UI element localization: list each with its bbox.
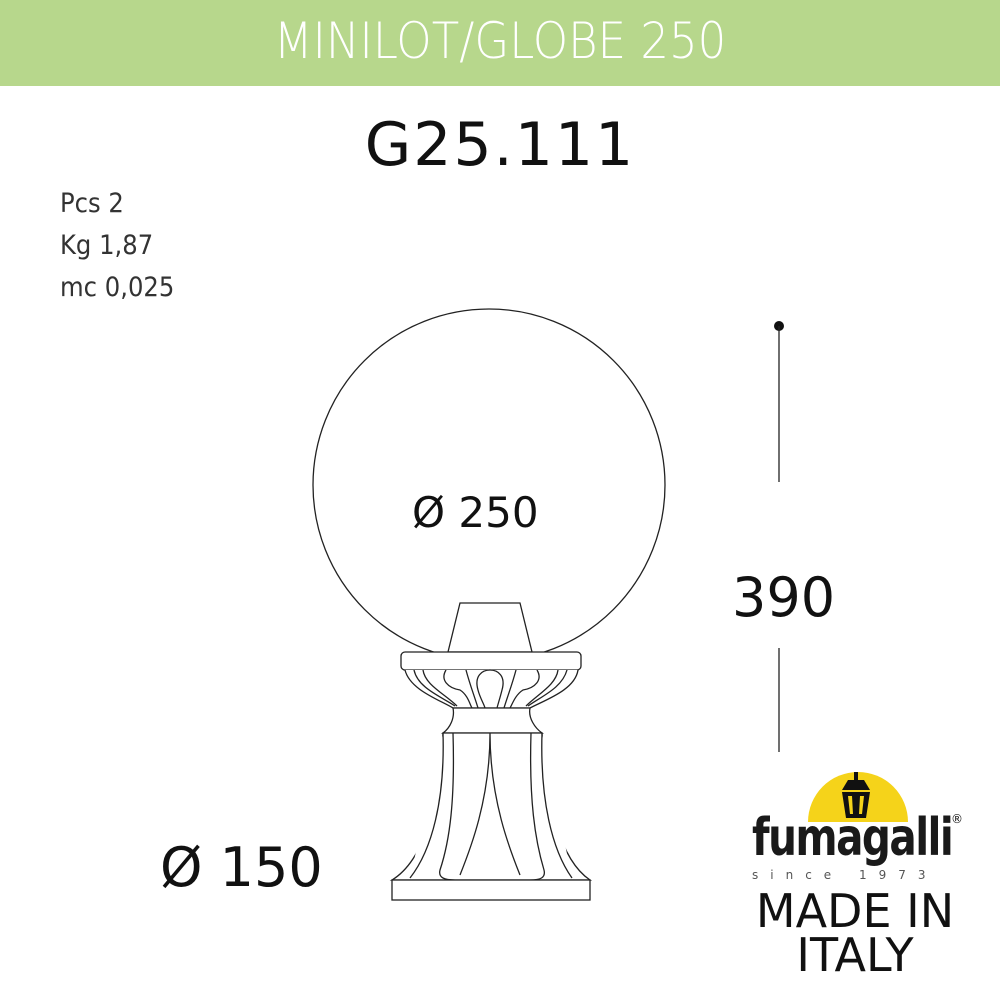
ring: [440, 707, 545, 734]
country-label: ITALY: [796, 928, 914, 982]
header-band: [0, 0, 1000, 86]
lantern-icon: [842, 772, 870, 818]
globe-diameter-label: Ø 250: [412, 488, 539, 537]
spec-weight: Kg 1,87: [60, 230, 154, 261]
collar: [400, 651, 582, 671]
base-diameter-label: Ø 150: [160, 836, 323, 899]
registered-mark: ®: [951, 812, 963, 826]
spec-pieces: Pcs 2: [60, 188, 124, 219]
spec-volume: mc 0,025: [60, 272, 175, 303]
height-label: 390: [732, 566, 836, 629]
product-code: G25.111: [364, 110, 636, 180]
brand-tagline: since 1973: [752, 868, 938, 882]
cap: [447, 602, 533, 653]
brand-name: fumagalli: [752, 808, 954, 868]
fumagalli-logo: [808, 772, 908, 822]
made-in-label: MADE IN: [755, 884, 955, 938]
base-plate: [391, 879, 591, 901]
product-family-title: MINILOT/GLOBE 250: [273, 12, 727, 70]
lamp-base: [389, 602, 593, 901]
